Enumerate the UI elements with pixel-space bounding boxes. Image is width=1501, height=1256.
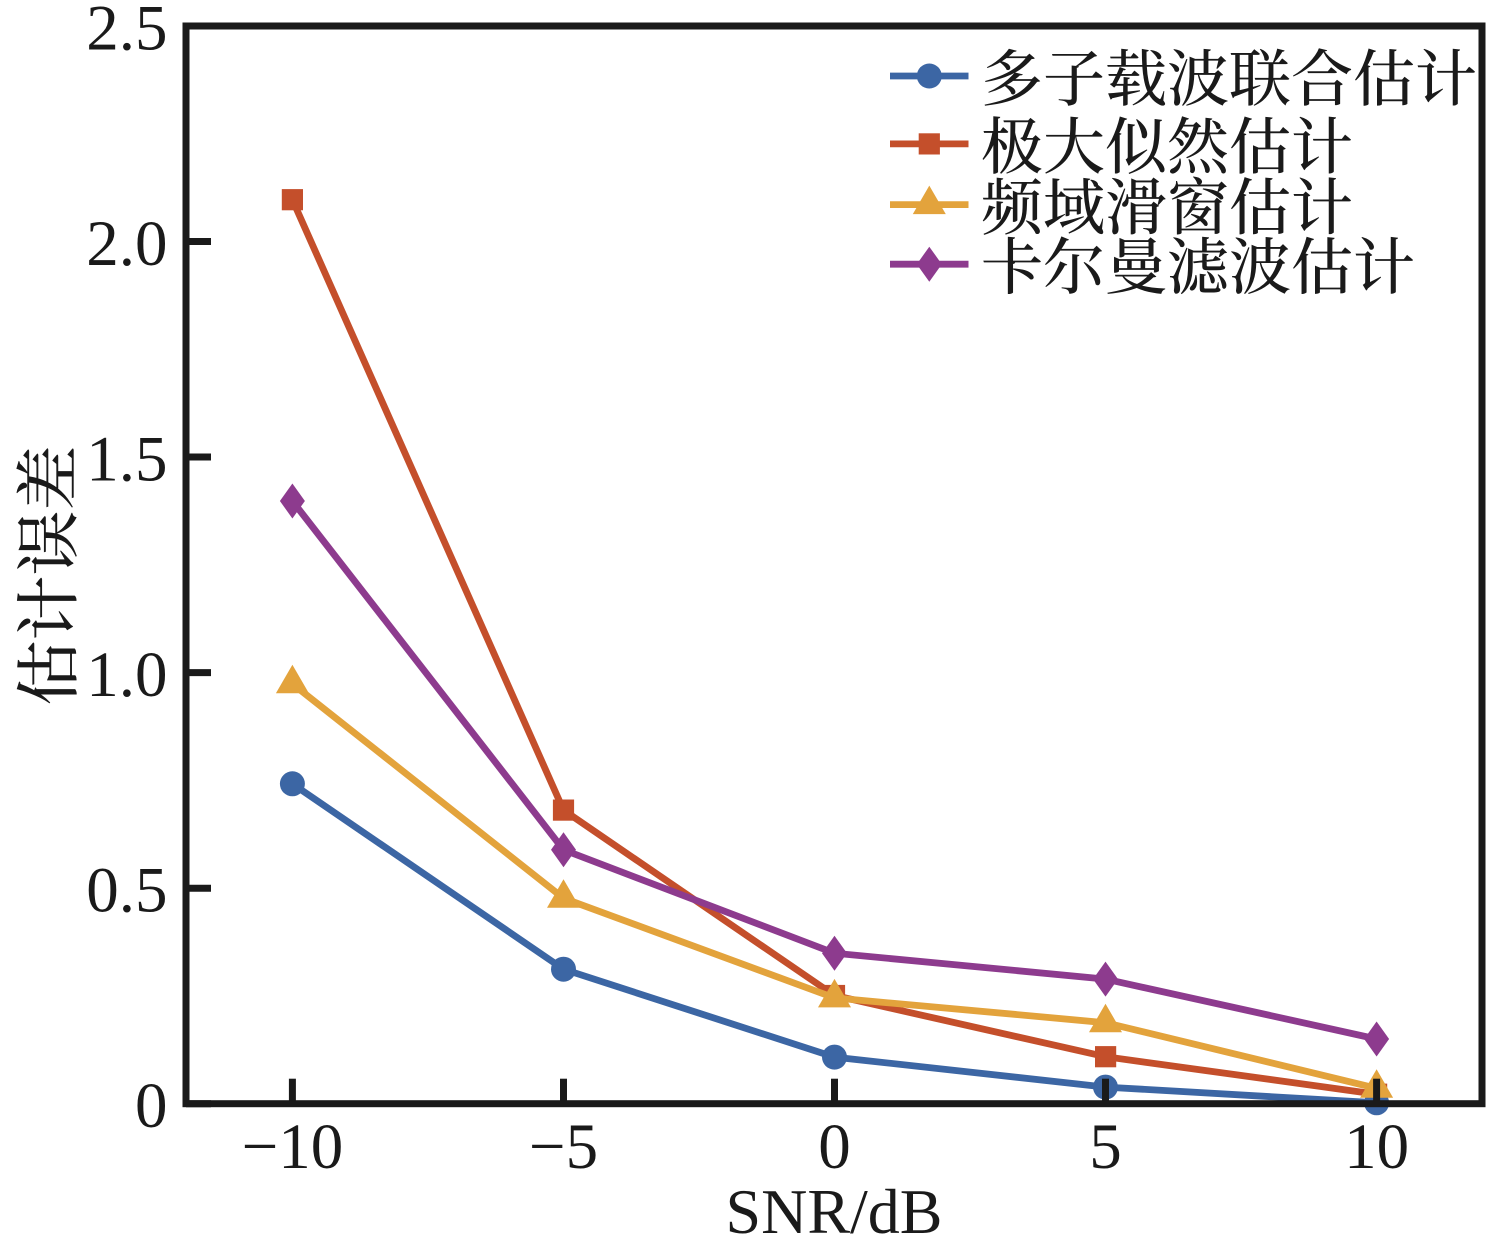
svg-text:2.0: 2.0 — [86, 208, 167, 280]
svg-text:5: 5 — [1089, 1111, 1122, 1183]
svg-text:SNR/dB: SNR/dB — [726, 1176, 943, 1247]
svg-text:0: 0 — [135, 1070, 168, 1142]
svg-text:−5: −5 — [529, 1111, 598, 1183]
svg-text:10: 10 — [1344, 1111, 1409, 1183]
svg-text:0.5: 0.5 — [86, 855, 167, 927]
svg-text:0: 0 — [818, 1111, 851, 1183]
svg-text:−10: −10 — [242, 1111, 344, 1183]
svg-text:1.5: 1.5 — [86, 423, 167, 495]
svg-text:1.0: 1.0 — [86, 639, 167, 711]
svg-text:2.5: 2.5 — [86, 0, 167, 64]
